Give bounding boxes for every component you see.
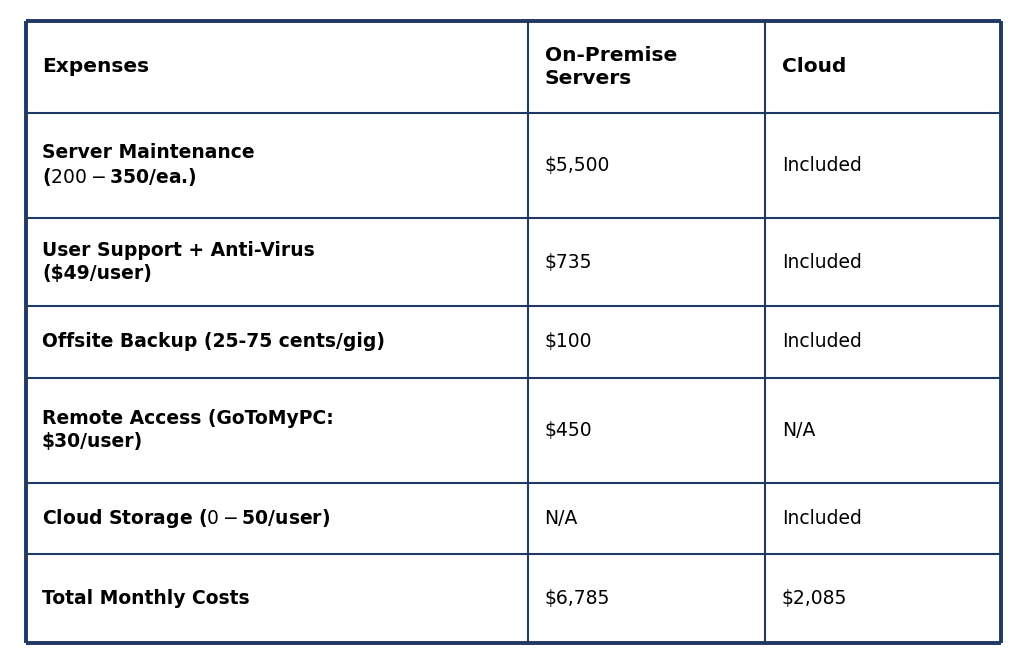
Text: Cloud: Cloud [781,57,846,76]
Bar [26,218,528,306]
Bar [528,21,765,113]
Bar [528,306,765,378]
Bar [26,306,528,378]
Text: N/A: N/A [545,509,578,528]
Text: Server Maintenance
($200-$350/ea.): Server Maintenance ($200-$350/ea.) [42,143,255,188]
Bar [528,113,765,218]
Bar [26,21,528,113]
Text: Cloud Storage ($0-$50/user): Cloud Storage ($0-$50/user) [42,507,330,530]
Bar [528,378,765,483]
Text: User Support + Anti-Virus
($49/user): User Support + Anti-Virus ($49/user) [42,241,314,283]
Bar [26,555,528,643]
Text: Expenses: Expenses [42,57,150,76]
Bar [26,378,528,483]
Bar [528,218,765,306]
Bar [26,483,528,555]
Text: N/A: N/A [781,420,815,440]
Text: $100: $100 [545,332,592,351]
Text: $450: $450 [545,420,592,440]
Text: $2,085: $2,085 [781,589,847,608]
Bar [765,113,1001,218]
Bar [528,483,765,555]
Bar [765,378,1001,483]
Bar [528,555,765,643]
Bar [765,483,1001,555]
Bar [765,555,1001,643]
Bar [765,306,1001,378]
Bar [26,113,528,218]
Text: Included: Included [781,156,861,175]
Text: Included: Included [781,332,861,351]
Text: Offsite Backup (25-75 cents/gig): Offsite Backup (25-75 cents/gig) [42,332,385,351]
Text: Total Monthly Costs: Total Monthly Costs [42,589,250,608]
Bar [765,218,1001,306]
Text: Included: Included [781,509,861,528]
Text: Remote Access (GoToMyPC:
$30/user): Remote Access (GoToMyPC: $30/user) [42,409,334,451]
Text: Included: Included [781,253,861,271]
Bar [765,21,1001,113]
Text: $735: $735 [545,253,592,271]
Text: $6,785: $6,785 [545,589,610,608]
Text: $5,500: $5,500 [545,156,610,175]
Text: On-Premise
Servers: On-Premise Servers [545,46,677,88]
